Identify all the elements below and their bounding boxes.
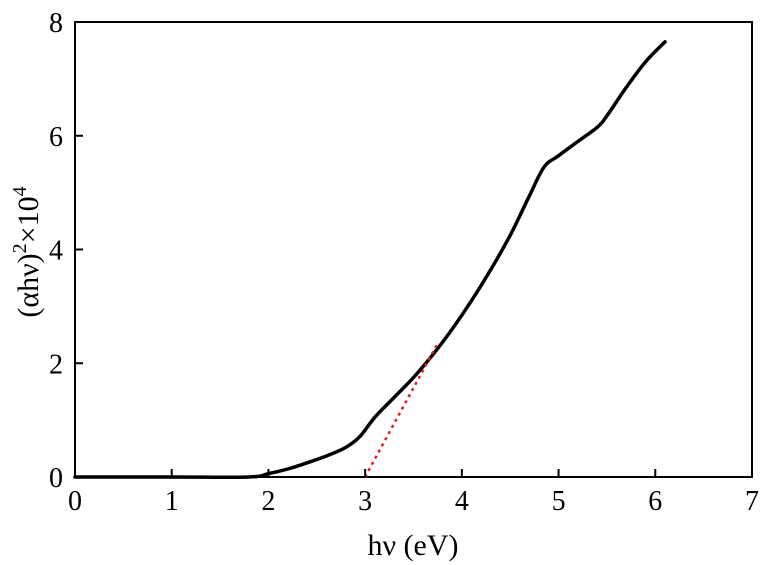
x-tick-label: 4 (455, 486, 469, 517)
plot-frame (74, 21, 753, 478)
y-tick-label: 4 (49, 236, 63, 267)
y-axis-title-sup2: 4 (9, 186, 31, 196)
x-tick-label: 3 (358, 486, 372, 517)
series-layer (73, 40, 667, 480)
x-tick-label: 7 (745, 486, 759, 517)
plot-area-border (74, 21, 753, 478)
ticks-layer: 0 1 2 3 4 5 6 7 0 2 4 6 8 (49, 8, 759, 517)
x-tick-label: 2 (261, 486, 275, 517)
x-tick-label: 5 (552, 486, 566, 517)
y-tick-label: 0 (49, 463, 63, 494)
y-axis-title-mid: ×10 (12, 196, 45, 243)
tangent-fit-line (364, 342, 439, 478)
y-axis-title: (αhν)2×104 (9, 186, 45, 317)
y-tick-label: 8 (49, 8, 63, 39)
absorption-curve (73, 40, 667, 480)
y-tick-label: 6 (49, 122, 63, 153)
y-tick-label: 2 (49, 349, 63, 380)
y-axis-title-sup1: 2 (9, 243, 31, 253)
y-axis-title-base: (αhν) (12, 253, 45, 317)
x-tick-label: 1 (165, 486, 179, 517)
x-axis-title: hν (eV) (367, 529, 458, 562)
x-tick-label: 0 (68, 486, 82, 517)
x-tick-label: 6 (648, 486, 662, 517)
